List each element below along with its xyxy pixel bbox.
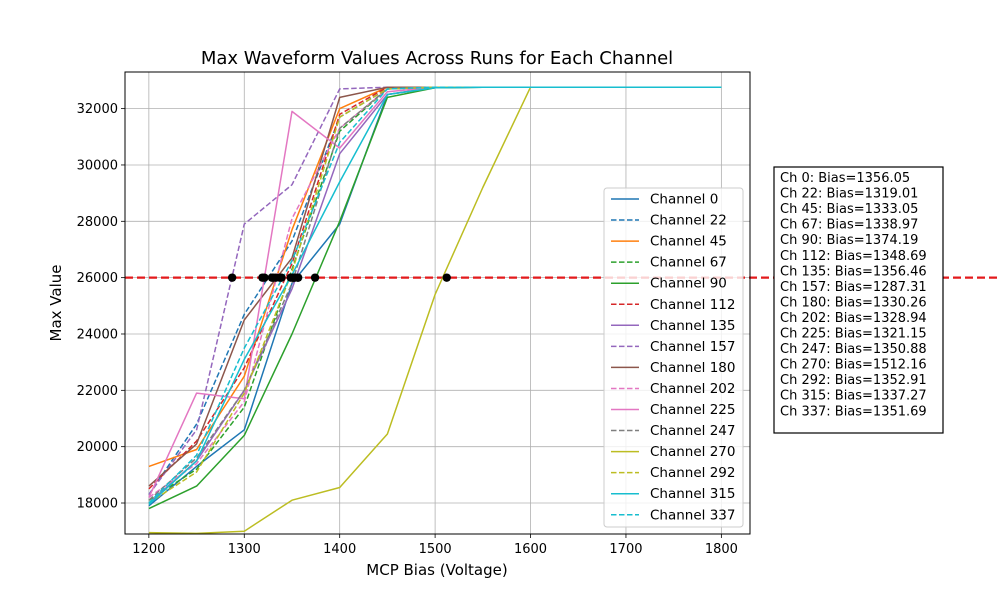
- legend-label: Channel 90: [650, 276, 727, 292]
- y-axis-ticks: 18000 20000 22000 24000 26000 28000 30000 32000: [77, 102, 125, 512]
- legend-label: Channel 337: [650, 507, 735, 523]
- x-tick-label: 1600: [514, 542, 547, 557]
- legend-label: Channel 157: [650, 339, 735, 355]
- legend-label: Channel 247: [650, 423, 735, 439]
- legend-box: [603, 187, 744, 528]
- legend-label: Channel 22: [650, 213, 727, 229]
- legend-label: Channel 45: [650, 234, 727, 250]
- crossing-point: [267, 273, 277, 282]
- bias-box-frame: [773, 166, 944, 434]
- bias-entry: Ch 180: Bias=1330.26: [780, 295, 927, 310]
- bias-entry: Ch 135: Bias=1356.46: [780, 264, 927, 279]
- legend-label: Channel 180: [650, 360, 735, 376]
- series-line-channel-247: [148, 86, 722, 501]
- legend-label: Channel 292: [650, 465, 735, 481]
- bias-entry: Ch 67: Bias=1338.97: [780, 218, 918, 233]
- x-axis-label: MCP Bias (Voltage): [366, 561, 507, 579]
- series-layer: [148, 86, 722, 535]
- crossing-point: [260, 273, 269, 282]
- x-tick-label: 1200: [132, 542, 165, 557]
- y-tick-label: 32000: [77, 102, 118, 117]
- x-tick-label: 1800: [705, 542, 738, 557]
- legend-label: Channel 202: [650, 381, 735, 397]
- y-tick-label: 30000: [77, 158, 118, 173]
- legend-label: Channel 270: [650, 444, 735, 460]
- legend-label: Channel 67: [650, 255, 727, 271]
- legend-label: Channel 135: [650, 318, 735, 334]
- x-tick-label: 1300: [228, 542, 261, 557]
- y-tick-label: 22000: [77, 384, 118, 399]
- bias-entry: Ch 112: Bias=1348.69: [780, 249, 927, 264]
- bias-entry: Ch 45: Bias=1333.05: [780, 202, 918, 217]
- legend-label: Channel 112: [650, 297, 735, 313]
- x-axis-ticks: 1200 1300 1400 1500 1600 1700 1800: [132, 534, 738, 557]
- chart-title: Max Waveform Values Across Runs for Each…: [201, 48, 673, 69]
- crossing-point: [227, 273, 237, 282]
- bias-entry: Ch 292: Bias=1352.91: [780, 373, 927, 388]
- bias-entry: Ch 90: Bias=1374.19: [780, 233, 918, 248]
- legend-label: Channel 225: [650, 402, 735, 418]
- y-axis-label: Max Value: [47, 265, 65, 342]
- x-tick-label: 1400: [323, 542, 356, 557]
- bias-entry: Ch 22: Bias=1319.01: [780, 187, 918, 202]
- y-tick-label: 20000: [77, 440, 118, 455]
- bias-entry: Ch 337: Bias=1351.69: [780, 404, 927, 419]
- crossing-point: [310, 273, 320, 282]
- crossing-markers: [227, 273, 451, 282]
- series-line-channel-337: [148, 86, 722, 504]
- bias-entry: Ch 270: Bias=1512.16: [780, 358, 927, 373]
- bias-entry: Ch 0: Bias=1356.05: [780, 171, 910, 186]
- legend-label: Channel 315: [650, 486, 735, 502]
- y-tick-label: 26000: [77, 271, 118, 286]
- legend: Channel 0 Channel 22 Channel 45 Channel 67 C…: [603, 187, 744, 528]
- plot-frame: [124, 71, 751, 535]
- y-tick-label: 24000: [77, 327, 118, 342]
- bias-entry: Ch 202: Bias=1328.94: [780, 311, 927, 326]
- legend-label: Channel 0: [650, 192, 718, 208]
- bias-entry: Ch 247: Bias=1350.88: [780, 342, 927, 357]
- crossing-point: [442, 273, 451, 282]
- bias-entry: Ch 225: Bias=1321.15: [780, 327, 927, 342]
- x-tick-label: 1500: [419, 542, 452, 557]
- crossing-point: [289, 273, 298, 282]
- x-tick-label: 1700: [609, 542, 642, 557]
- bias-entry: Ch 157: Bias=1287.31: [780, 280, 927, 295]
- bias-entry: Ch 315: Bias=1337.27: [780, 389, 927, 404]
- y-tick-label: 28000: [77, 215, 118, 230]
- y-tick-label: 18000: [77, 497, 118, 512]
- crossing-point: [275, 273, 285, 282]
